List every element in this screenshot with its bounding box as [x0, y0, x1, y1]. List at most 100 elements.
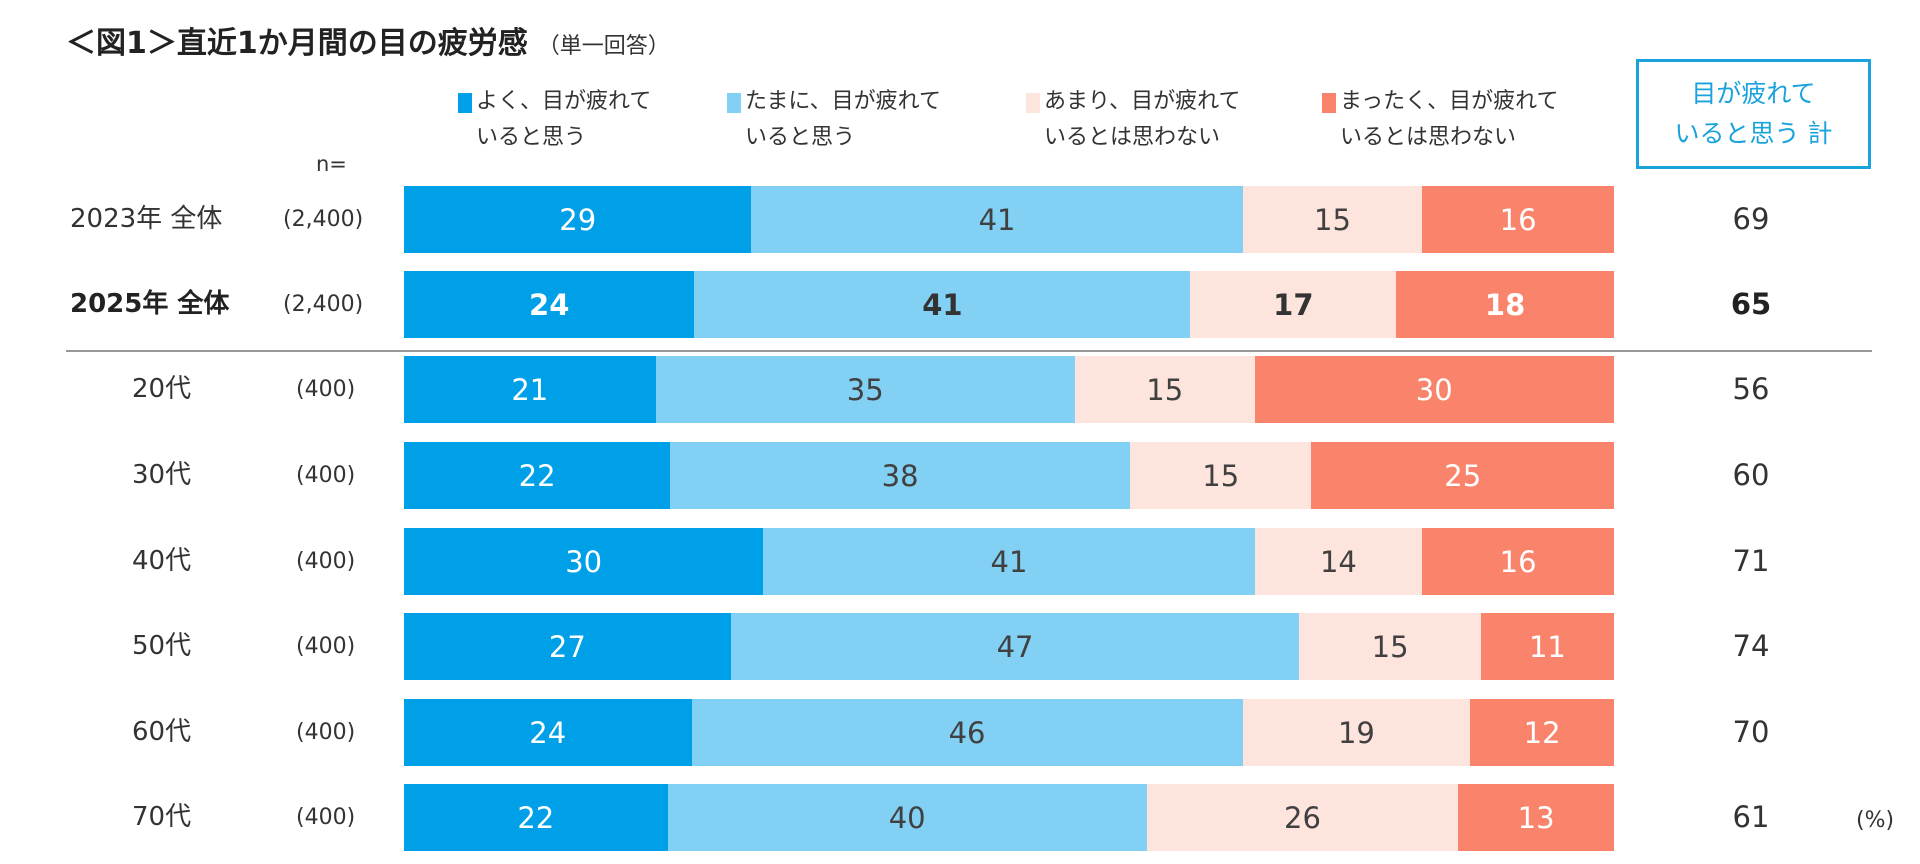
- row-label: 60代: [132, 717, 192, 747]
- legend-swatch: [727, 93, 741, 113]
- data-label: 24: [529, 287, 570, 322]
- bar-segment: 25: [1311, 442, 1614, 509]
- data-label: 24: [529, 715, 567, 750]
- bar-segment: 21: [404, 356, 656, 423]
- bar-segment: 35: [655, 356, 1075, 423]
- data-label: 30: [565, 544, 603, 579]
- bar-segment: 15: [1242, 186, 1423, 253]
- bar-segment: 13: [1458, 784, 1614, 851]
- legend-label: まったく、目が疲れて いるとは思わない: [1340, 89, 1559, 150]
- row-n: (400): [296, 377, 356, 402]
- row-n: (2,400): [283, 292, 364, 317]
- data-label: 27: [548, 629, 586, 664]
- legend-label: あまり、目が疲れて いるとは思わない: [1044, 89, 1241, 150]
- bar-segment: 17: [1190, 271, 1397, 338]
- row-n: (400): [296, 720, 356, 745]
- bar-segment: 29: [404, 186, 752, 253]
- data-label: 15: [1202, 458, 1240, 493]
- bar-segment: 16: [1422, 528, 1614, 595]
- data-label: 14: [1319, 544, 1357, 579]
- data-label: 11: [1528, 629, 1566, 664]
- row-total: 60: [1732, 458, 1770, 492]
- data-label: 41: [990, 544, 1028, 579]
- bar-segment: 41: [763, 528, 1255, 595]
- row-label: 40代: [132, 546, 192, 576]
- stacked-bar: 22 40 26 13: [404, 784, 1614, 851]
- data-label: 29: [559, 202, 597, 237]
- bar-segment: 27: [404, 613, 731, 680]
- row-label: 30代: [132, 460, 192, 490]
- bar-segment: 26: [1146, 784, 1459, 851]
- bar-segment: 19: [1242, 699, 1471, 766]
- stacked-bar: 27 47 15 11: [404, 613, 1614, 680]
- row-total: 69: [1732, 202, 1770, 236]
- title-text: ＜図1＞直近1か月間の目の疲労感: [66, 26, 528, 61]
- data-label: 12: [1523, 715, 1561, 750]
- data-label: 19: [1337, 715, 1375, 750]
- data-label: 13: [1517, 800, 1555, 835]
- data-label: 22: [518, 458, 556, 493]
- bar-segment: 22: [404, 442, 671, 509]
- bar-segment: 15: [1129, 442, 1312, 509]
- row-n: (2,400): [283, 207, 364, 232]
- data-label: 17: [1273, 287, 1314, 322]
- bar-segment: 41: [694, 271, 1191, 338]
- legend-swatch: [1322, 93, 1336, 113]
- legend-swatch: [458, 93, 472, 113]
- data-label: 22: [517, 800, 555, 835]
- bar-segment: 15: [1074, 356, 1255, 423]
- row-total: 61: [1732, 800, 1770, 834]
- legend-item: たまに、目が疲れて いると思う: [727, 84, 941, 156]
- bar-segment: 41: [751, 186, 1243, 253]
- bar-segment: 40: [667, 784, 1147, 851]
- data-label: 35: [846, 372, 884, 407]
- stacked-bar: 21 35 15 30: [404, 356, 1614, 423]
- legend-label: よく、目が疲れて いると思う: [476, 89, 652, 150]
- row-total: 74: [1732, 629, 1770, 663]
- data-label: 41: [922, 287, 963, 322]
- row-n: (400): [296, 463, 356, 488]
- bar-segment: 24: [404, 699, 692, 766]
- row-label: 2023年 全体: [70, 204, 223, 234]
- data-label: 18: [1484, 287, 1526, 322]
- data-label: 21: [511, 372, 549, 407]
- bar-segment: 14: [1254, 528, 1423, 595]
- data-label: 47: [996, 629, 1034, 664]
- row-n: (400): [296, 805, 356, 830]
- bar-segment: 16: [1422, 186, 1614, 253]
- total-header-text: 目が疲れて いると思う 計: [1674, 79, 1833, 148]
- unit-label: (%): [1856, 808, 1895, 833]
- bar-segment: 30: [404, 528, 764, 595]
- data-label: 16: [1499, 202, 1537, 237]
- data-label: 26: [1284, 800, 1321, 835]
- stacked-bar: 24 46 19 12: [404, 699, 1614, 766]
- data-label: 15: [1146, 372, 1184, 407]
- stacked-bar: 24 41 17 18: [404, 271, 1614, 338]
- data-label: 16: [1499, 544, 1537, 579]
- row-n: (400): [296, 549, 356, 574]
- total-header: 目が疲れて いると思う 計: [1636, 59, 1871, 169]
- bar-segment: 46: [691, 699, 1243, 766]
- legend-label: たまに、目が疲れて いると思う: [745, 89, 942, 150]
- chart-title: ＜図1＞直近1か月間の目の疲労感 （単一回答）: [66, 18, 670, 62]
- data-label: 46: [948, 715, 986, 750]
- data-label: 15: [1314, 202, 1351, 237]
- bar-segment: 30: [1254, 356, 1614, 423]
- row-n: (400): [296, 634, 356, 659]
- separator-line: [66, 350, 1872, 352]
- stacked-bar: 30 41 14 16: [404, 528, 1614, 595]
- bar-segment: 18: [1396, 271, 1614, 338]
- legend-item: よく、目が疲れて いると思う: [458, 84, 651, 156]
- row-total: 65: [1730, 287, 1772, 321]
- row-label: 2025年 全体: [70, 289, 230, 319]
- row-label: 70代: [132, 802, 192, 832]
- legend-item: まったく、目が疲れて いるとは思わない: [1322, 84, 1558, 156]
- data-label: 41: [978, 202, 1016, 237]
- stacked-bar: 22 38 15 25: [404, 442, 1614, 509]
- data-label: 15: [1371, 629, 1409, 664]
- row-total: 70: [1732, 715, 1770, 749]
- row-total: 56: [1732, 372, 1770, 406]
- bar-segment: 22: [404, 784, 668, 851]
- bar-segment: 47: [730, 613, 1300, 680]
- stacked-bar: 29 41 15 16: [404, 186, 1614, 253]
